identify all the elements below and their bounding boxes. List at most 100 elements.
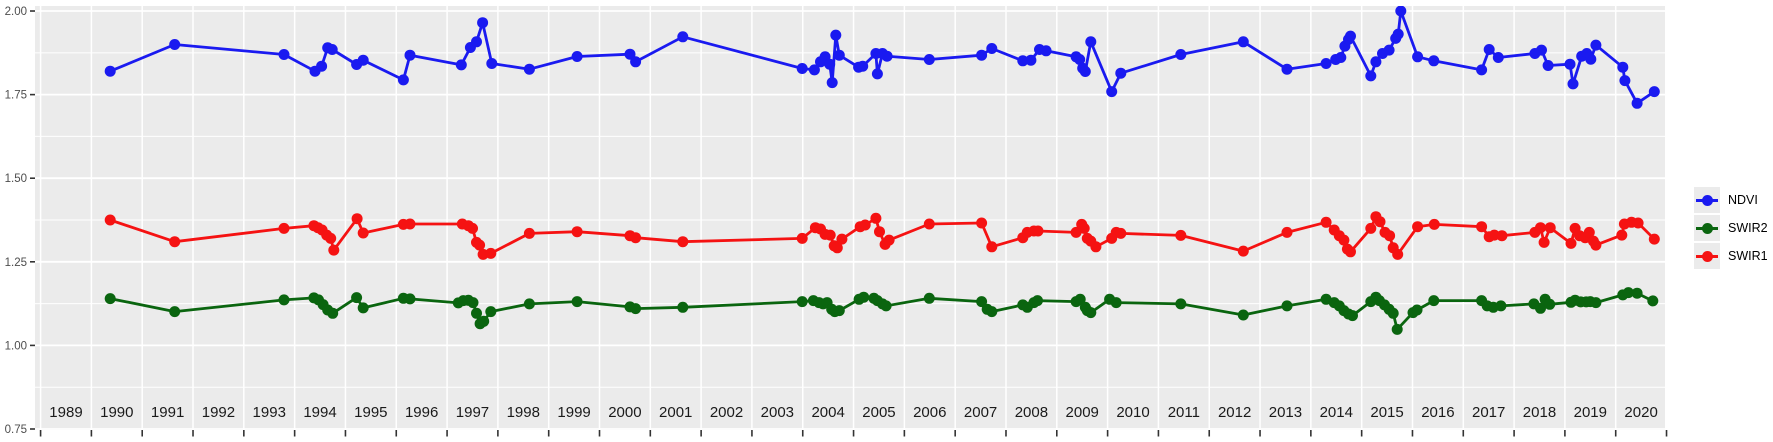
data-point-ndvi bbox=[857, 60, 869, 72]
data-point-swir2 bbox=[1281, 300, 1293, 312]
data-point-ndvi bbox=[1483, 44, 1495, 55]
x-axis-label: 2015 bbox=[1370, 404, 1403, 421]
data-point-ndvi bbox=[326, 44, 338, 55]
data-point-swir1 bbox=[1535, 222, 1546, 234]
x-axis-label: 2000 bbox=[608, 404, 641, 421]
data-point-ndvi bbox=[881, 50, 893, 62]
data-point-swir2 bbox=[471, 307, 482, 319]
data-point-ndvi bbox=[523, 63, 535, 75]
data-point-swir2 bbox=[858, 291, 870, 303]
data-point-ndvi bbox=[477, 17, 489, 29]
data-point-ndvi bbox=[1365, 70, 1377, 82]
data-point-swir2 bbox=[1110, 297, 1122, 309]
x-axis-label: 2020 bbox=[1624, 404, 1657, 421]
x-axis-labels: 1989 1990 1991 1992 1993 1994 1995 1996 1997 1998… bbox=[49, 404, 1657, 421]
y-axis-labels: 0.75 1.00 1.25 1.50 1.75 2.00 bbox=[5, 6, 27, 436]
data-point-swir2 bbox=[986, 306, 998, 318]
data-point-swir1 bbox=[1032, 225, 1044, 237]
data-point-swir1 bbox=[831, 242, 843, 254]
data-point-swir1 bbox=[923, 218, 935, 230]
data-point-ndvi bbox=[830, 29, 842, 41]
data-point-swir1 bbox=[1175, 229, 1187, 241]
data-point-ndvi bbox=[1648, 86, 1660, 98]
data-point-swir2 bbox=[327, 307, 339, 319]
data-point-swir1 bbox=[976, 217, 988, 229]
data-point-swir1 bbox=[1648, 233, 1660, 245]
gridlines bbox=[35, 6, 1665, 430]
x-axis-label: 1990 bbox=[100, 404, 133, 421]
data-point-swir1 bbox=[1345, 246, 1356, 258]
data-point-swir1 bbox=[1476, 221, 1488, 233]
data-point-swir2 bbox=[923, 292, 935, 304]
data-point-swir2 bbox=[1237, 309, 1249, 321]
data-point-swir1 bbox=[571, 226, 583, 238]
data-point-ndvi bbox=[1281, 63, 1293, 75]
data-point-swir1 bbox=[278, 222, 290, 234]
data-point-swir2 bbox=[571, 296, 583, 308]
x-axis-label: 2007 bbox=[964, 404, 997, 421]
data-point-swir2 bbox=[976, 296, 988, 308]
legend-key-swir2 bbox=[1694, 215, 1720, 241]
data-point-swir1 bbox=[870, 212, 882, 224]
data-point-ndvi bbox=[1115, 67, 1127, 79]
data-point-ndvi bbox=[471, 36, 482, 48]
data-point-swir1 bbox=[1090, 241, 1102, 253]
data-point-swir1 bbox=[677, 236, 689, 248]
data-point-ndvi bbox=[871, 68, 883, 80]
data-point-swir1 bbox=[824, 229, 836, 241]
data-point-ndvi bbox=[808, 64, 820, 76]
data-point-ndvi bbox=[986, 43, 998, 54]
data-point-swir2 bbox=[1428, 295, 1440, 307]
data-point-swir1 bbox=[1115, 227, 1127, 239]
data-point-ndvi bbox=[1564, 58, 1576, 70]
data-point-swir1 bbox=[1320, 216, 1332, 228]
x-axis-label: 2009 bbox=[1066, 404, 1099, 421]
x-axis-label: 2008 bbox=[1015, 404, 1048, 421]
data-point-swir1 bbox=[1412, 221, 1424, 233]
y-axis-label: 1.50 bbox=[5, 173, 27, 185]
data-point-swir1 bbox=[859, 219, 871, 231]
x-axis-label: 2017 bbox=[1472, 404, 1505, 421]
data-point-swir1 bbox=[351, 213, 363, 225]
data-point-ndvi bbox=[104, 65, 116, 77]
data-point-ndvi bbox=[1237, 36, 1249, 48]
legend-label-swir1: SWIR1 bbox=[1728, 249, 1768, 263]
y-axis-label: 0.75 bbox=[5, 424, 27, 436]
data-point-ndvi bbox=[796, 63, 808, 74]
data-point-swir2 bbox=[630, 303, 642, 315]
data-point-swir2 bbox=[1391, 323, 1403, 335]
data-point-swir2 bbox=[1622, 287, 1634, 299]
legend-label-swir2: SWIR2 bbox=[1728, 221, 1768, 235]
data-point-ndvi bbox=[169, 39, 181, 50]
x-axis-label: 2018 bbox=[1523, 404, 1556, 421]
x-axis-label: 1989 bbox=[49, 404, 82, 421]
data-point-swir1 bbox=[1583, 226, 1595, 238]
data-point-ndvi bbox=[923, 54, 935, 65]
data-point-swir2 bbox=[796, 296, 808, 308]
x-axis-label: 1991 bbox=[151, 404, 184, 421]
data-point-swir2 bbox=[1074, 293, 1086, 305]
data-point-swir2 bbox=[1175, 298, 1187, 310]
data-point-swir2 bbox=[478, 315, 490, 327]
data-point-swir2 bbox=[1387, 307, 1399, 319]
data-point-ndvi bbox=[1175, 49, 1187, 60]
data-point-swir1 bbox=[1616, 229, 1628, 241]
data-point-swir2 bbox=[1590, 297, 1602, 309]
x-axis-label: 2016 bbox=[1421, 404, 1454, 421]
x-axis-label: 2003 bbox=[761, 404, 794, 421]
plot-panel bbox=[35, 6, 1665, 430]
data-point-swir2 bbox=[1495, 300, 1507, 312]
data-point-swir2 bbox=[467, 297, 479, 309]
data-point-ndvi bbox=[1345, 30, 1356, 42]
axis-ticks bbox=[30, 10, 1668, 437]
data-point-ndvi bbox=[677, 31, 689, 43]
data-point-swir1 bbox=[1565, 237, 1577, 249]
data-point-ndvi bbox=[1542, 60, 1554, 71]
data-point-swir2 bbox=[880, 300, 892, 312]
series-swir1 bbox=[104, 211, 1660, 260]
data-point-swir2 bbox=[404, 293, 416, 305]
data-point-swir1 bbox=[883, 234, 895, 246]
data-point-ndvi bbox=[824, 58, 836, 70]
data-point-ndvi bbox=[404, 49, 416, 61]
